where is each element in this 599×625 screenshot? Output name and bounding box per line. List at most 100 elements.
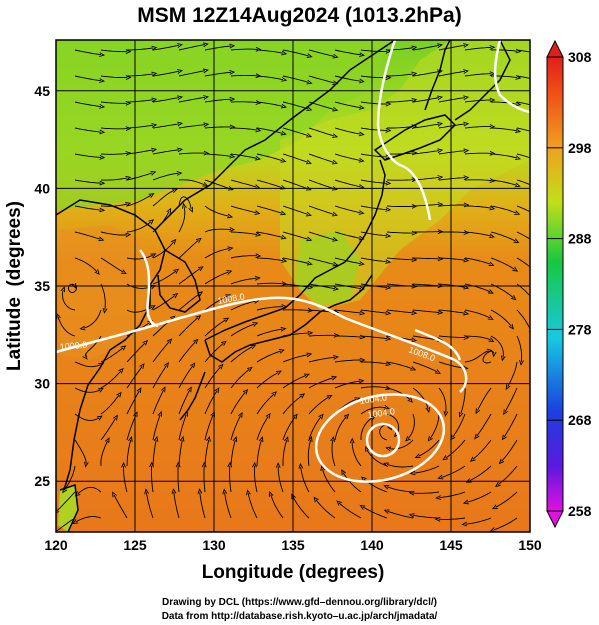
streamline [178,341,197,363]
streamline-arrow [125,175,132,181]
streamline-arrow [136,387,142,394]
streamline-arrow [385,207,392,212]
streamline [74,127,102,133]
streamline [445,439,466,459]
streamline [465,205,492,209]
streamline-arrow [358,210,365,215]
streamline-arrow [358,131,365,137]
streamline [152,365,167,389]
streamline [178,317,199,337]
streamline [282,332,310,337]
isobar-label: 1004.0 [367,406,396,420]
streamline-arrow [489,97,496,103]
streamline [308,334,336,337]
streamline-arrow [358,261,365,266]
streamline-arrow [515,155,522,161]
streamline-arrow [307,284,314,290]
y-tick-label: 40 [34,180,50,196]
streamline [282,205,309,215]
streamline-arrow [306,53,313,58]
streamline [308,377,334,389]
streamline [127,73,154,77]
streamline [438,387,447,413]
streamline [100,283,106,310]
streamline-arrow [227,213,234,219]
streamline [126,194,152,207]
streamline [230,153,258,159]
streamline [308,179,335,190]
streamline [126,414,137,441]
streamline [464,283,491,293]
streamline-arrow [385,336,392,341]
streamline-arrow [258,436,264,443]
streamline-arrow [193,338,199,345]
streamline [438,204,466,207]
streamline-arrow [150,253,157,258]
streamline [334,179,361,188]
streamline [464,152,492,155]
streamline-arrow [148,219,155,225]
streamline [308,257,335,265]
streamline [256,205,283,214]
streamline [123,465,128,493]
streamline [438,283,466,288]
streamline [75,516,102,523]
streamline [74,101,102,107]
streamline [126,221,152,233]
streamline-arrow [383,509,390,514]
streamline [495,491,518,508]
streamline [282,231,309,240]
colorbar-tick-label: 308 [568,49,592,65]
streamline-arrow [142,339,149,346]
streamline [412,44,440,51]
streamline [342,472,362,493]
streamline [277,466,284,493]
streamline-arrow [435,495,442,500]
streamline [100,417,117,441]
streamline-arrow [202,68,209,74]
streamline-arrow [280,210,287,216]
streamline-arrow [537,243,542,247]
streamline [204,179,231,190]
streamline [308,396,330,415]
streamline-arrow [227,246,234,252]
streamline-arrow [246,489,251,496]
streamline [387,126,414,129]
streamline-arrow [410,366,417,371]
streamline [256,439,262,467]
streamline [334,231,361,239]
streamline [439,231,466,234]
streamline-arrow [359,52,366,58]
streamline-arrow [250,344,257,350]
streamline-arrow [332,106,339,112]
streamline-arrow [540,133,545,137]
streamline [334,416,347,441]
streamline [360,335,388,340]
streamline-arrow [177,69,183,74]
streamline-arrow [281,77,288,82]
streamline-arrow [436,69,443,75]
streamline-arrow [414,453,421,458]
streamline [464,257,491,265]
streamline [360,205,388,211]
streamline [204,319,227,337]
streamline [256,49,284,54]
streamline-arrow [151,71,158,77]
streamline-arrow [280,234,287,240]
streamline [256,282,284,285]
streamline [256,328,283,337]
streamline [360,127,388,131]
streamline-arrow [99,104,106,109]
streamline [412,97,440,103]
streamline [493,517,518,531]
streamline-arrow [515,101,522,107]
streamline [308,231,335,241]
map-title: MSM 12Z14Aug2024 (1013.2hPa) [137,4,462,27]
streamline [126,149,154,155]
streamline-arrow [512,266,519,272]
streamline-arrow [370,415,377,421]
streamline [100,127,128,130]
streamline-arrow [299,393,306,399]
streamline [282,101,309,110]
streamline-arrow [280,184,287,190]
